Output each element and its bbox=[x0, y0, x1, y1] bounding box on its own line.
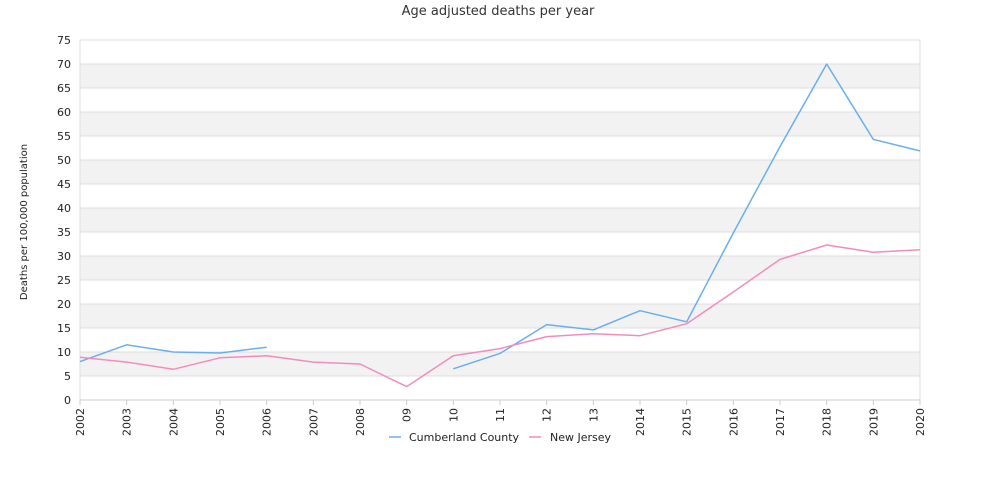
x-tick-label: 2014 bbox=[634, 408, 647, 436]
x-tick-label: 2005 bbox=[214, 408, 227, 436]
x-tick-label: 2016 bbox=[727, 408, 740, 436]
x-tick-label: 2017 bbox=[774, 408, 787, 436]
y-tick-label: 75 bbox=[57, 34, 71, 47]
plot-band bbox=[80, 304, 920, 328]
y-tick-label: 45 bbox=[57, 178, 71, 191]
x-tick-label: 12 bbox=[541, 408, 554, 422]
chart-title: Age adjusted deaths per year bbox=[402, 4, 595, 19]
x-tick-label: 2015 bbox=[681, 408, 694, 436]
plot-band bbox=[80, 64, 920, 88]
series-line-cumberland-county bbox=[453, 63, 921, 370]
x-tick-label: 2004 bbox=[167, 408, 180, 436]
y-tick-label: 65 bbox=[57, 82, 71, 95]
plot-band bbox=[80, 160, 920, 184]
x-tick-label: 11 bbox=[494, 408, 507, 422]
y-tick-label: 40 bbox=[57, 202, 71, 215]
plot-band bbox=[80, 352, 920, 376]
x-tick-label: 2007 bbox=[307, 408, 320, 436]
x-tick-label: 13 bbox=[587, 408, 600, 422]
x-tick-label: 09 bbox=[401, 408, 414, 422]
gridlines bbox=[80, 39, 920, 401]
legend-label-new-jersey: New Jersey bbox=[550, 431, 612, 444]
plot-band bbox=[80, 256, 920, 280]
x-tick-label: 2020 bbox=[914, 408, 927, 436]
legend-item-cumberland-county[interactable]: Cumberland County bbox=[389, 431, 520, 444]
y-axis-title: Deaths per 100,000 population bbox=[19, 144, 30, 300]
plot-band bbox=[80, 112, 920, 136]
plot-band bbox=[80, 208, 920, 232]
axes bbox=[79, 39, 921, 405]
y-tick-label: 15 bbox=[57, 322, 71, 335]
series-line-cumberland-county bbox=[79, 344, 267, 363]
y-tick-label: 70 bbox=[57, 58, 71, 71]
series-lines bbox=[79, 63, 921, 388]
y-tick-label: 20 bbox=[57, 298, 71, 311]
y-tick-label: 55 bbox=[57, 130, 71, 143]
y-tick-label: 0 bbox=[64, 394, 71, 407]
y-tick-label: 5 bbox=[64, 370, 71, 383]
y-tick-label: 10 bbox=[57, 346, 71, 359]
y-tick-label: 60 bbox=[57, 106, 71, 119]
y-tick-label: 25 bbox=[57, 274, 71, 287]
y-tick-label: 50 bbox=[57, 154, 71, 167]
y-tick-labels: 0 5 10 15 20 25 30 35 40 45 50 55 60 65 70 75 bbox=[57, 34, 71, 407]
x-tick-label: 10 bbox=[447, 408, 460, 422]
x-tick-labels: 2002 2003 2004 2005 2006 2007 2008 09 10 11 12 13 20… bbox=[74, 408, 927, 436]
x-tick-label: 2003 bbox=[121, 408, 134, 436]
x-tick-label: 2018 bbox=[821, 408, 834, 436]
plot-bands bbox=[80, 64, 920, 376]
legend-label-cumberland-county: Cumberland County bbox=[409, 431, 520, 444]
series-line-new-jersey bbox=[79, 244, 921, 388]
y-tick-label: 30 bbox=[57, 250, 71, 263]
x-tick-label: 2006 bbox=[261, 408, 274, 436]
x-tick-label: 2002 bbox=[74, 408, 87, 436]
legend-item-new-jersey[interactable]: New Jersey bbox=[529, 431, 612, 444]
x-tick-label: 2019 bbox=[867, 408, 880, 436]
x-tick-label: 2008 bbox=[354, 408, 367, 436]
legend: Cumberland County New Jersey bbox=[389, 431, 612, 444]
y-tick-label: 35 bbox=[57, 226, 71, 239]
